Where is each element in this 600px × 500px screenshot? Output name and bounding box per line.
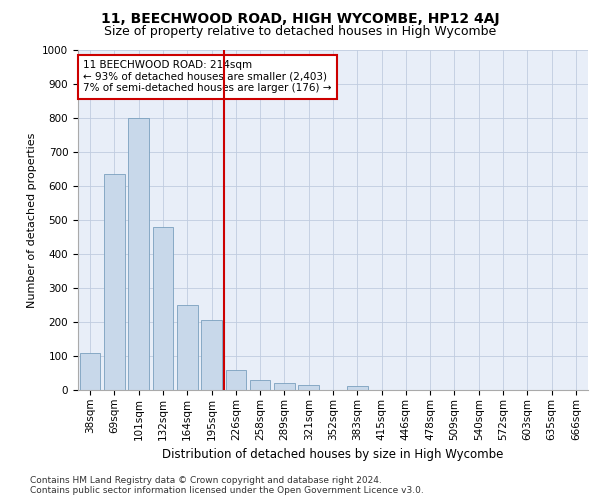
Bar [274,382,295,390]
X-axis label: Distribution of detached houses by size in High Wycombe: Distribution of detached houses by size … [163,448,503,461]
Bar [201,320,222,390]
Bar [298,385,319,390]
Bar [152,227,173,390]
Bar [226,370,246,390]
Bar [250,380,271,390]
Bar [347,386,368,390]
Bar [128,118,149,390]
Bar [104,174,125,390]
Text: Contains HM Land Registry data © Crown copyright and database right 2024.
Contai: Contains HM Land Registry data © Crown c… [30,476,424,495]
Bar [177,305,197,390]
Text: 11 BEECHWOOD ROAD: 214sqm
← 93% of detached houses are smaller (2,403)
7% of sem: 11 BEECHWOOD ROAD: 214sqm ← 93% of detac… [83,60,332,94]
Text: 11, BEECHWOOD ROAD, HIGH WYCOMBE, HP12 4AJ: 11, BEECHWOOD ROAD, HIGH WYCOMBE, HP12 4… [101,12,499,26]
Text: Size of property relative to detached houses in High Wycombe: Size of property relative to detached ho… [104,25,496,38]
Bar [80,352,100,390]
Y-axis label: Number of detached properties: Number of detached properties [26,132,37,308]
